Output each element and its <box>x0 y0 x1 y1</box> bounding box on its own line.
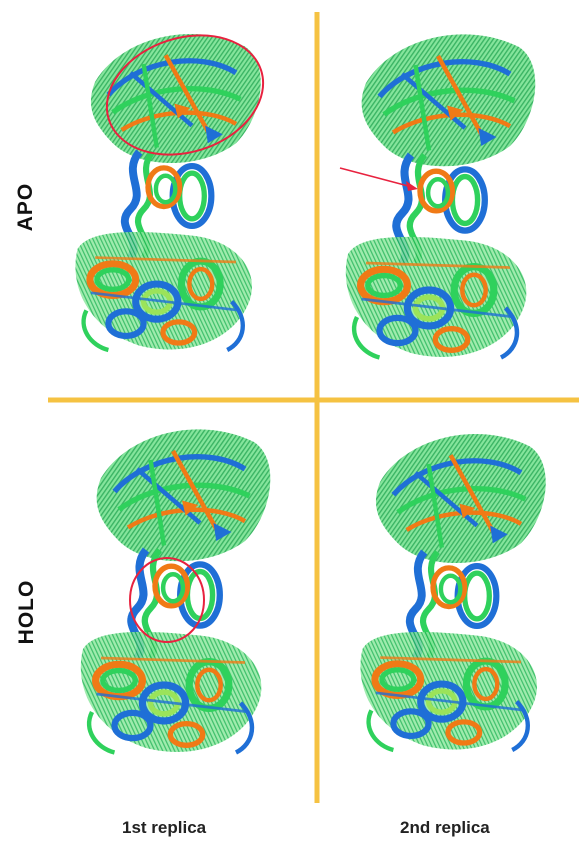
column-label-1st-replica: 1st replica <box>122 818 207 837</box>
column-label-2nd-replica: 2nd replica <box>400 818 490 837</box>
panel-holo-rep1 <box>81 429 271 752</box>
highlight-arrow-apo-rep2 <box>339 167 418 191</box>
highlight-circle-holo-rep1 <box>129 557 205 643</box>
row-label-holo: HOLO <box>15 579 38 645</box>
row-label-apo: APO <box>14 182 37 232</box>
highlight-circle-apo-rep1 <box>105 34 265 156</box>
panel-apo-rep1 <box>75 16 278 350</box>
panel-holo-rep2 <box>360 434 545 750</box>
panel-apo-rep2 <box>339 34 535 357</box>
